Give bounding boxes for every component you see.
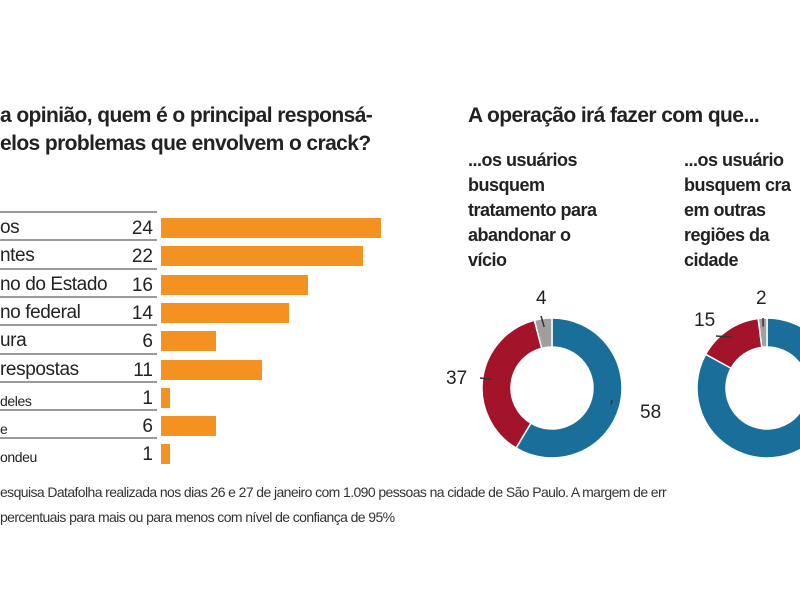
subtitle-line: cidade bbox=[684, 250, 739, 270]
bar bbox=[161, 218, 381, 238]
donut-1-subtitle: ...os usuários busquem tratamento para a… bbox=[468, 148, 668, 273]
data-label: 24 bbox=[131, 218, 153, 239]
leader-line bbox=[479, 377, 492, 380]
leader-line bbox=[610, 399, 613, 405]
subtitle-line: abandonar o bbox=[468, 225, 571, 245]
data-label: 14 bbox=[131, 302, 153, 324]
data-label: 6 bbox=[142, 416, 153, 438]
bar-row: ntes 22 bbox=[0, 239, 157, 269]
leader-line bbox=[540, 315, 545, 328]
bar bbox=[161, 274, 308, 295]
bar-row: ura 6 bbox=[0, 324, 157, 354]
bar-row: no federal 14 bbox=[0, 295, 157, 326]
subtitle-line: busquem bbox=[468, 175, 545, 195]
bar bbox=[161, 302, 290, 323]
bar bbox=[161, 359, 262, 380]
data-label: 16 bbox=[131, 274, 153, 296]
subtitle-line: busquem cra bbox=[684, 175, 791, 195]
category-label: os bbox=[0, 217, 20, 238]
category-label: ondeu bbox=[0, 449, 37, 466]
slice-label: 15 bbox=[694, 310, 715, 331]
subtitle-line: ...os usuário bbox=[684, 150, 784, 170]
slice-label: 58 bbox=[640, 402, 661, 423]
left-title-line-1: a opinião, quem é o principal responsá- bbox=[0, 104, 373, 127]
subtitle-line: vício bbox=[468, 250, 507, 270]
data-label: 11 bbox=[133, 359, 153, 381]
right-title: A operação irá fazer com que... bbox=[468, 104, 760, 127]
data-label: 1 bbox=[142, 387, 153, 409]
category-label: no federal bbox=[0, 301, 81, 323]
donut-2-subtitle: ...os usuário busquem cra em outras regi… bbox=[684, 148, 800, 273]
subtitle-line: regiões da bbox=[684, 225, 770, 245]
slice-label: 2 bbox=[756, 288, 767, 309]
subtitle-line: tratamento para bbox=[468, 200, 597, 220]
bar bbox=[161, 331, 216, 352]
footer-line-2: percentuais para mais ou para menos com … bbox=[0, 509, 395, 525]
donut-slice bbox=[481, 319, 543, 450]
subtitle-line: em outras bbox=[684, 200, 766, 220]
slice-label: 37 bbox=[446, 368, 467, 389]
category-label: ura bbox=[0, 330, 27, 352]
bar bbox=[161, 246, 363, 267]
bar-row: no do Estado 16 bbox=[0, 267, 157, 298]
category-label: ntes bbox=[0, 245, 35, 267]
donut-slice bbox=[757, 317, 768, 349]
donut-slice bbox=[515, 317, 623, 459]
donut-slice bbox=[533, 317, 553, 350]
data-label: 6 bbox=[142, 331, 153, 353]
slice-label: 4 bbox=[536, 288, 547, 309]
bar-row: os 24 bbox=[0, 211, 157, 241]
category-label: e bbox=[0, 421, 8, 438]
category-label: respostas bbox=[0, 358, 79, 380]
bar bbox=[161, 444, 171, 465]
data-label: 22 bbox=[131, 246, 153, 268]
bar bbox=[161, 416, 216, 437]
bar-row: deles 1 bbox=[0, 380, 157, 411]
bar-row: ondeu 1 bbox=[0, 437, 157, 467]
category-label: deles bbox=[0, 392, 32, 409]
bar-row: respostas 11 bbox=[0, 352, 157, 383]
donut-slice bbox=[696, 317, 800, 459]
bar bbox=[161, 387, 171, 408]
leader-line bbox=[715, 335, 733, 338]
category-label: no do Estado bbox=[0, 273, 108, 295]
left-title-line-2: elos problemas que envolvem o crack? bbox=[0, 132, 371, 155]
footer-line-1: esquisa Datafolha realizada nos dias 26 … bbox=[0, 484, 667, 500]
data-label: 1 bbox=[142, 444, 153, 466]
subtitle-line: ...os usuários bbox=[468, 150, 578, 170]
